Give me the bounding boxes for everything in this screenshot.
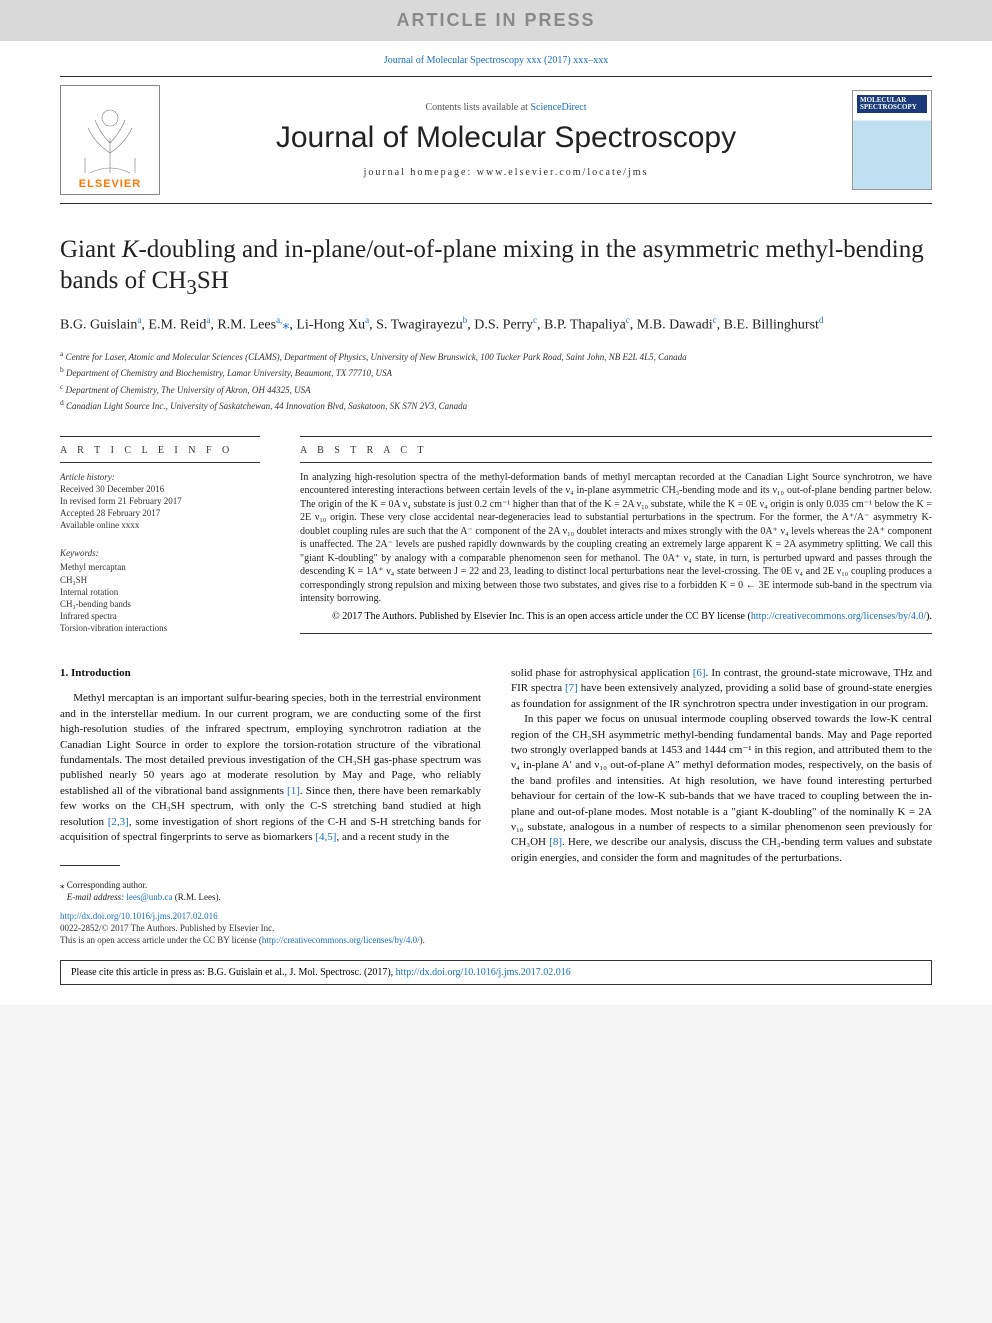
keywords-label: Keywords: bbox=[60, 547, 260, 559]
author-list: B.G. Guislaina, E.M. Reida, R.M. Leesa,⁎… bbox=[60, 314, 932, 335]
right-column: solid phase for astrophysical applicatio… bbox=[511, 666, 932, 870]
oa-post: ). bbox=[420, 935, 425, 945]
doi-link[interactable]: http://dx.doi.org/10.1016/j.jms.2017.02.… bbox=[60, 911, 218, 921]
cite-pre: Please cite this article in press as: B.… bbox=[71, 967, 396, 978]
article-history: Received 30 December 2016In revised form… bbox=[60, 483, 260, 532]
article-in-press-banner: ARTICLE IN PRESS bbox=[0, 0, 992, 41]
banner-text: ARTICLE IN PRESS bbox=[396, 10, 595, 30]
copyright-pre: © 2017 The Authors. Published by Elsevie… bbox=[332, 611, 751, 622]
elsevier-logo-text: ELSEVIER bbox=[79, 178, 141, 194]
intro-paragraph-2: In this paper we focus on unusual interm… bbox=[511, 712, 932, 866]
corresponding-author: ⁎ Corresponding author. bbox=[60, 880, 932, 892]
elsevier-tree-icon bbox=[70, 108, 150, 178]
cc-license-link-footer[interactable]: http://creativecommons.org/licenses/by/4… bbox=[262, 935, 420, 945]
ref-1[interactable]: [1] bbox=[287, 785, 300, 797]
intro-paragraph-1: Methyl mercaptan is an important sulfur-… bbox=[60, 691, 481, 845]
left-column: 1. Introduction Methyl mercaptan is an i… bbox=[60, 666, 481, 870]
masthead-center: Contents lists available at ScienceDirec… bbox=[160, 102, 852, 178]
journal-title: Journal of Molecular Spectroscopy bbox=[160, 121, 852, 155]
contents-available: Contents lists available at ScienceDirec… bbox=[160, 102, 852, 113]
abstract-text: In analyzing high-resolution spectra of … bbox=[300, 471, 932, 606]
ref-7[interactable]: [7] bbox=[565, 682, 578, 694]
info-abstract-row: A R T I C L E I N F O Article history: R… bbox=[60, 430, 932, 643]
issn-line: 0022-2852/© 2017 The Authors. Published … bbox=[60, 923, 274, 933]
email-line: E-mail address: lees@unb.ca (R.M. Lees). bbox=[60, 892, 932, 904]
history-label: Article history: bbox=[60, 471, 260, 483]
email-name: (R.M. Lees). bbox=[172, 892, 220, 902]
email-link[interactable]: lees@unb.ca bbox=[126, 892, 172, 902]
ref-2-3[interactable]: [2,3] bbox=[108, 816, 129, 828]
top-citation-link[interactable]: Journal of Molecular Spectroscopy xxx (2… bbox=[384, 55, 608, 66]
ref-4-5[interactable]: [4,5] bbox=[315, 831, 336, 843]
section-heading: 1. Introduction bbox=[60, 666, 481, 681]
email-label: E-mail address: bbox=[67, 892, 127, 902]
ref-6[interactable]: [6] bbox=[693, 667, 706, 679]
ref-8[interactable]: [8] bbox=[549, 836, 562, 848]
affiliations: a Centre for Laser, Atomic and Molecular… bbox=[60, 348, 932, 414]
footnote-separator bbox=[60, 865, 120, 866]
contents-pre: Contents lists available at bbox=[425, 102, 530, 113]
abstract-column: A B S T R A C T In analyzing high-resolu… bbox=[300, 430, 932, 643]
intro-continuation: solid phase for astrophysical applicatio… bbox=[511, 666, 932, 712]
oa-pre: This is an open access article under the… bbox=[60, 935, 262, 945]
journal-homepage: journal homepage: www.elsevier.com/locat… bbox=[160, 167, 852, 178]
cc-license-link[interactable]: http://creativecommons.org/licenses/by/4… bbox=[751, 611, 926, 622]
footnotes: ⁎ Corresponding author. E-mail address: … bbox=[0, 880, 992, 903]
body-columns: 1. Introduction Methyl mercaptan is an i… bbox=[60, 666, 932, 870]
sciencedirect-link[interactable]: ScienceDirect bbox=[530, 102, 586, 113]
main-content: Giant K-doubling and in-plane/out-of-pla… bbox=[0, 204, 992, 880]
article-info-column: A R T I C L E I N F O Article history: R… bbox=[60, 430, 260, 643]
keywords-list: Methyl mercaptanCH₃SHInternal rotationCH… bbox=[60, 561, 260, 634]
abstract-copyright: © 2017 The Authors. Published by Elsevie… bbox=[300, 610, 932, 624]
elsevier-logo: ELSEVIER bbox=[60, 85, 160, 195]
doi-block: http://dx.doi.org/10.1016/j.jms.2017.02.… bbox=[0, 904, 992, 960]
page: ARTICLE IN PRESS Journal of Molecular Sp… bbox=[0, 0, 992, 1005]
article-info-heading: A R T I C L E I N F O bbox=[60, 445, 260, 456]
cite-doi-link[interactable]: http://dx.doi.org/10.1016/j.jms.2017.02.… bbox=[396, 967, 571, 978]
paper-title: Giant K-doubling and in-plane/out-of-pla… bbox=[60, 234, 932, 300]
cover-label: MOLECULAR SPECTROSCOPY bbox=[857, 95, 927, 113]
copyright-post: ). bbox=[926, 611, 932, 622]
journal-cover-thumbnail: MOLECULAR SPECTROSCOPY bbox=[852, 90, 932, 190]
masthead: ELSEVIER Contents lists available at Sci… bbox=[60, 76, 932, 204]
citation-box: Please cite this article in press as: B.… bbox=[60, 960, 932, 985]
abstract-heading: A B S T R A C T bbox=[300, 445, 932, 456]
top-citation: Journal of Molecular Spectroscopy xxx (2… bbox=[0, 41, 992, 76]
